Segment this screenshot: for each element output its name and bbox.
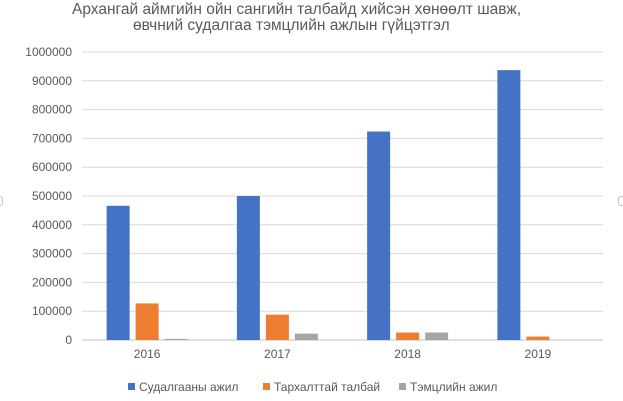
bar xyxy=(396,332,420,340)
gridlines xyxy=(82,51,603,341)
chart-title-line-1: Архангай аймгийн ойн сангийн талбайд хий… xyxy=(72,1,522,18)
legend-label: Тэмцлийн ажил xyxy=(410,380,497,394)
legend-label: Тархалттай талбай xyxy=(274,380,380,394)
bar xyxy=(106,205,130,340)
legend-swatch xyxy=(128,383,135,390)
bar xyxy=(236,196,260,340)
legend-swatch xyxy=(263,383,270,390)
legend-swatch xyxy=(399,383,406,390)
resize-handle-left[interactable] xyxy=(0,196,3,206)
bar xyxy=(425,332,449,340)
x-tick-label: 2016 xyxy=(134,347,161,361)
bar xyxy=(526,336,550,340)
legend-label: Судалгааны ажил xyxy=(139,380,238,394)
y-tick-label: 500000 xyxy=(32,189,72,203)
bar xyxy=(294,333,318,340)
y-tick-label: 200000 xyxy=(32,275,72,289)
y-axis-tick-labels: 0 100000 200000 300000 400000 500000 600000 700… xyxy=(25,45,72,347)
resize-handle-right[interactable] xyxy=(618,196,623,206)
chart-title-line-2: өвчний судалгаа тэмцлийн ажлын гүйцэтгэл xyxy=(133,17,450,34)
y-tick-label: 600000 xyxy=(32,160,72,174)
x-axis-tick-labels: 2016 2017 2018 2019 xyxy=(134,347,552,361)
y-tick-label: 900000 xyxy=(32,74,72,88)
bar xyxy=(367,131,391,340)
y-tick-label: 0 xyxy=(65,333,72,347)
x-tick-label: 2017 xyxy=(264,347,291,361)
y-tick-label: 300000 xyxy=(32,247,72,261)
y-tick-label: 1000000 xyxy=(25,45,72,59)
x-tick-label: 2019 xyxy=(525,347,552,361)
y-tick-label: 700000 xyxy=(32,131,72,145)
legend: Судалгааны ажил Тархалттай талбай Тэмцлийн… xyxy=(128,380,497,394)
bar xyxy=(497,70,521,341)
y-tick-label: 100000 xyxy=(32,304,72,318)
bar xyxy=(265,314,289,340)
x-tick-label: 2018 xyxy=(394,347,421,361)
bar xyxy=(164,338,188,340)
y-tick-label: 400000 xyxy=(32,218,72,232)
y-tick-label: 800000 xyxy=(32,103,72,117)
bar xyxy=(135,303,159,340)
bars xyxy=(106,70,550,341)
